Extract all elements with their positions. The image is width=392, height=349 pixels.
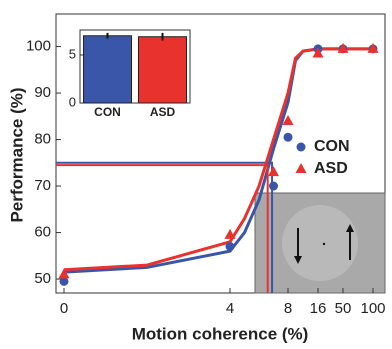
inset-bar: [139, 37, 187, 103]
x-tick-label: 4: [226, 300, 234, 317]
legend-label: ASD: [314, 160, 348, 177]
x-tick-label: 0: [60, 300, 68, 317]
y-axis-label: Performance (%): [7, 87, 26, 222]
inset-category-label: ASD: [150, 105, 176, 119]
legend-marker: [296, 163, 307, 173]
threshold-line: [56, 165, 268, 293]
inset-category-label: CON: [94, 105, 121, 119]
x-tick-label: 16: [310, 300, 327, 317]
y-tick-label: 50: [34, 270, 51, 287]
stimulus-image: [255, 193, 385, 293]
x-axis-label: Motion coherence (%): [132, 324, 309, 343]
y-tick-label: 90: [34, 84, 51, 101]
inset-y-tick-label: 5: [69, 46, 76, 61]
data-point: [284, 133, 293, 142]
data-point: [269, 182, 278, 191]
chart: Motion coherence (%) Performance (%) 0 4 8…: [0, 0, 392, 349]
y-tick-label: 100: [26, 38, 51, 55]
y-tick-label: 60: [34, 224, 51, 241]
y-tick-label: 70: [34, 177, 51, 194]
x-tick-label: 8: [284, 300, 292, 317]
x-tick-label: 100: [360, 300, 385, 317]
y-tick-label: 80: [34, 131, 51, 148]
x-tick-label: 50: [335, 300, 352, 317]
legend-label: CON: [314, 138, 350, 155]
legend-marker: [297, 143, 306, 152]
inset-y-tick-label: 0: [69, 94, 76, 109]
inset-bar: [84, 36, 132, 103]
data-point: [226, 242, 235, 251]
